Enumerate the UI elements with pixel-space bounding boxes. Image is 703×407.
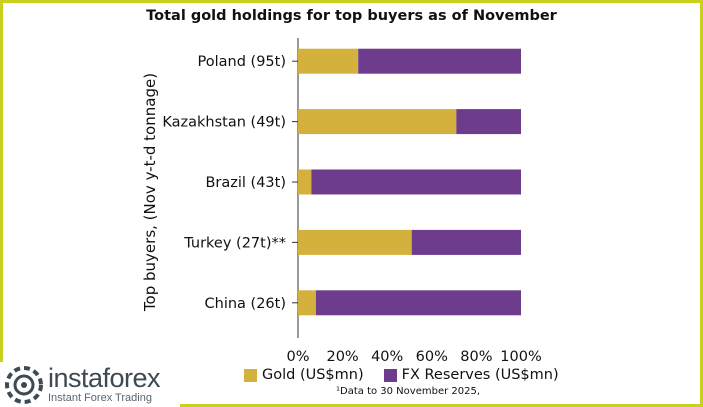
category-label: Brazil (43t)	[205, 175, 286, 191]
bar-gold	[298, 290, 316, 316]
bar-fx-reserves	[315, 290, 521, 316]
legend-label-gold: Gold (US$mn)	[262, 367, 364, 383]
category-label: Kazakhstan (49t)	[162, 115, 286, 131]
logo-brand-name: instaforex	[48, 363, 161, 393]
chart-title: Total gold holdings for top buyers as of…	[146, 8, 557, 24]
legend-swatch-fx-reserves	[383, 368, 397, 382]
category-label: Turkey (27t)**	[183, 235, 286, 251]
bar-fx-reserves	[411, 229, 521, 255]
logo-tagline: Instant Forex Trading	[48, 392, 152, 404]
legend-item-gold: Gold (US$mn)	[244, 367, 364, 383]
legend-item-fx-reserves: FX Reserves (US$mn)	[383, 367, 559, 383]
legend-swatch-gold	[244, 368, 257, 382]
instaforex-logo-icon	[5, 365, 43, 404]
x-tick-label: 0%	[286, 349, 309, 365]
x-tick-label: 80%	[460, 349, 492, 365]
bar-gold	[298, 109, 457, 135]
x-tick-label: 40%	[371, 349, 403, 365]
bar-fx-reserves	[311, 169, 521, 195]
legend-label-fx-reserves: FX Reserves (US$mn)	[401, 367, 559, 383]
legend: Gold (US$mn) FX Reserves (US$mn)	[244, 367, 559, 383]
bar-gold	[298, 48, 359, 74]
category-label: Poland (95t)	[198, 54, 286, 70]
bar-fx-reserves	[358, 48, 521, 74]
footnote: ¹Data to 30 November 2025,	[336, 386, 481, 397]
x-tick-label: 60%	[416, 349, 448, 365]
x-tick-label: 100%	[500, 349, 541, 365]
instaforex-logo: instaforex Instant Forex Trading	[0, 362, 180, 407]
x-tick-label: 20%	[326, 349, 358, 365]
bar-gold	[298, 229, 412, 255]
bar-fx-reserves	[456, 109, 521, 135]
bar-gold	[298, 169, 312, 195]
category-label: China (26t)	[205, 296, 286, 312]
